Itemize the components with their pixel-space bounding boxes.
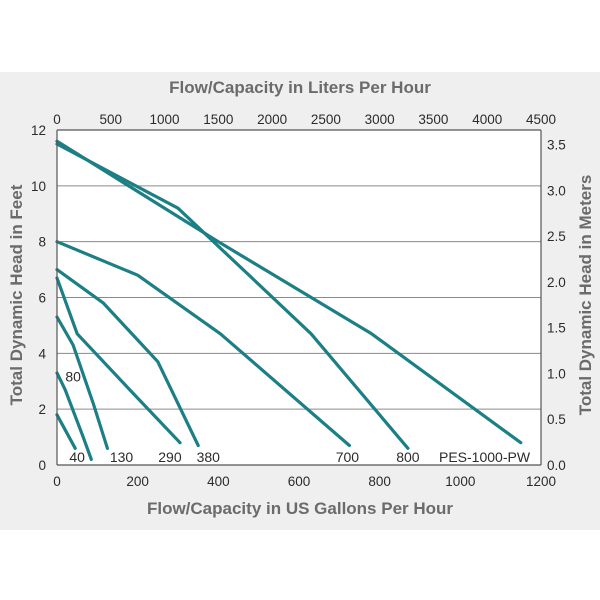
y-tick-label: 2 (38, 402, 46, 417)
x2-tick-label: 1500 (203, 112, 233, 127)
curve-label: 290 (158, 449, 182, 465)
x2-tick-label: 1000 (150, 112, 180, 127)
x-tick-label: 600 (288, 474, 311, 489)
series-line-pes-1000-pw (55, 139, 523, 445)
y2-tick-label: 3.0 (547, 183, 566, 198)
x2-tick-label: 4000 (472, 112, 502, 127)
series-lines (55, 139, 523, 461)
y2-tick-label: 2.0 (547, 275, 566, 290)
curve-label: 130 (110, 449, 134, 465)
series-line-290 (55, 276, 182, 445)
x-tick-label: 800 (368, 474, 391, 489)
curve-label: 700 (336, 449, 360, 465)
series-line-700 (55, 240, 351, 448)
series-line-80 (55, 371, 93, 461)
y-tick-label: 0 (38, 458, 46, 473)
right-axis-title: Total Dynamic Head in Meters (576, 175, 595, 416)
series-line-800 (55, 142, 410, 450)
y-tick-label: 4 (38, 346, 46, 361)
x2-tick-label: 3500 (418, 112, 448, 127)
y2-tick-label: 0.0 (547, 458, 566, 473)
curve-label: PES-1000-PW (439, 449, 531, 465)
y-tick-label: 12 (31, 123, 46, 138)
x2-tick-label: 3000 (365, 112, 395, 127)
curve-label: 80 (65, 368, 81, 384)
y2-tick-label: 3.5 (547, 138, 566, 153)
x-tick-label: 200 (126, 474, 149, 489)
x-tick-label: 0 (53, 474, 61, 489)
bottom-axis-title: Flow/Capacity in US Gallons Per Hour (147, 499, 453, 518)
y-tick-label: 8 (38, 235, 46, 250)
series-line-40 (55, 413, 77, 450)
x-tick-label: 400 (207, 474, 230, 489)
curve-labels: 40 80 130 290 380 700 800 PES-1000-PW (65, 368, 530, 465)
tick-labels: 0 200 400 600 800 1000 1200 0 2 4 6 8 10 12 0 500 1000 15… (31, 112, 566, 489)
x2-tick-label: 0 (53, 112, 61, 127)
x2-tick-label: 500 (100, 112, 123, 127)
x2-tick-label: 4500 (526, 112, 556, 127)
curve-label: 380 (197, 449, 221, 465)
x-tick-label: 1000 (445, 474, 475, 489)
curve-label: 800 (396, 449, 420, 465)
y-tick-label: 6 (38, 291, 46, 306)
y2-tick-label: 1.5 (547, 321, 566, 336)
top-axis-title: Flow/Capacity in Liters Per Hour (169, 78, 431, 97)
y2-tick-label: 1.0 (547, 366, 566, 381)
y2-tick-label: 2.5 (547, 229, 566, 244)
y-tick-label: 10 (31, 179, 46, 194)
series-line-130 (55, 315, 110, 450)
x-tick-label: 1200 (526, 474, 556, 489)
x2-tick-label: 2000 (257, 112, 287, 127)
series-line-380 (55, 268, 200, 448)
x2-tick-label: 2500 (311, 112, 341, 127)
left-axis-title: Total Dynamic Head in Feet (7, 184, 26, 405)
y2-tick-label: 0.5 (547, 412, 566, 427)
curve-label: 40 (69, 449, 85, 465)
